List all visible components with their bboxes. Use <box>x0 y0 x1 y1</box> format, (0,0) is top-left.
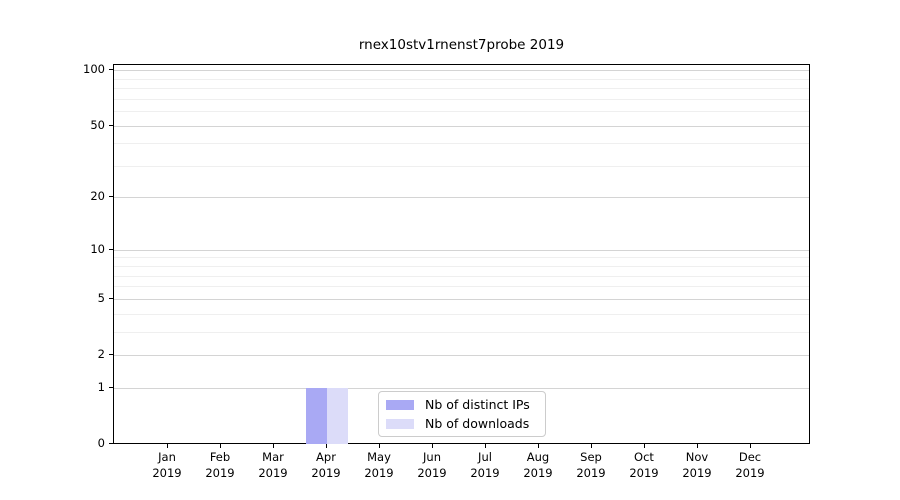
x-tick <box>538 444 539 448</box>
y-gridline-major <box>114 249 809 251</box>
y-gridline-major <box>114 387 809 389</box>
y-gridline-minor <box>114 313 809 315</box>
x-tick-label: May 2019 <box>364 450 394 480</box>
y-tick-label: 5 <box>97 290 105 305</box>
y-tick <box>109 248 113 250</box>
y-gridline-major <box>114 70 809 72</box>
y-gridline-minor <box>114 165 809 167</box>
x-tick-label: Jun 2019 <box>417 450 447 480</box>
y-gridline-minor <box>114 266 809 268</box>
plot-area <box>113 64 810 444</box>
y-gridline-minor <box>114 78 809 80</box>
y-gridline-major <box>114 197 809 199</box>
y-tick-label: 100 <box>83 62 105 77</box>
x-tick <box>220 444 221 448</box>
y-tick <box>109 124 113 126</box>
y-tick-label: 50 <box>90 117 105 132</box>
x-tick <box>167 444 168 448</box>
x-tick <box>379 444 380 448</box>
x-tick <box>591 444 592 448</box>
y-gridline-major <box>114 355 809 356</box>
y-tick <box>109 297 113 299</box>
y-tick-label: 0 <box>97 436 105 450</box>
legend-label: Nb of distinct IPs <box>425 397 530 412</box>
x-tick <box>432 444 433 448</box>
y-tick <box>109 354 113 355</box>
x-tick-label: Aug 2019 <box>523 450 553 480</box>
x-tick-label: Jan 2019 <box>152 450 182 480</box>
x-tick-label: Feb 2019 <box>205 450 235 480</box>
x-tick-label: Nov 2019 <box>682 450 712 480</box>
x-tick-label: Oct 2019 <box>629 450 659 480</box>
y-gridline-major <box>114 125 809 127</box>
y-tick-label: 10 <box>90 241 105 256</box>
legend-swatch <box>386 418 414 429</box>
y-gridline-minor <box>114 88 809 90</box>
x-tick-label: Mar 2019 <box>258 450 288 480</box>
y-gridline-minor <box>114 257 809 259</box>
y-gridline-minor <box>114 331 809 333</box>
y-tick-label: 20 <box>90 189 105 204</box>
y-tick-label: 1 <box>97 379 105 394</box>
bar <box>327 387 349 444</box>
legend: Nb of distinct IPs Nb of downloads <box>378 391 546 437</box>
x-tick-label: Apr 2019 <box>311 450 341 480</box>
y-tick <box>109 443 113 444</box>
x-tick-label: Dec 2019 <box>735 450 765 480</box>
y-gridline-major <box>114 298 809 300</box>
y-tick <box>109 196 113 198</box>
legend-label: Nb of downloads <box>425 416 530 431</box>
y-gridline-minor <box>114 98 809 100</box>
y-gridline-minor <box>114 286 809 288</box>
x-tick <box>273 444 274 448</box>
y-tick <box>109 386 113 388</box>
legend-entry: Nb of downloads <box>386 416 545 431</box>
x-tick-label: Jul 2019 <box>470 450 500 480</box>
x-tick <box>697 444 698 448</box>
bar <box>305 387 327 444</box>
y-gridline-minor <box>114 111 809 113</box>
legend-entry: Nb of distinct IPs <box>386 397 545 412</box>
y-gridline-minor <box>114 143 809 145</box>
y-tick <box>109 69 113 71</box>
y-gridline-minor <box>114 275 809 277</box>
x-tick-label: Sep 2019 <box>576 450 606 480</box>
y-tick-label: 2 <box>97 347 105 361</box>
legend-swatch <box>386 399 414 410</box>
x-tick <box>644 444 645 448</box>
chart-title: rnex10stv1rnenst7probe 2019 <box>358 37 565 53</box>
x-tick <box>326 444 327 448</box>
x-tick <box>750 444 751 448</box>
x-tick <box>485 444 486 448</box>
